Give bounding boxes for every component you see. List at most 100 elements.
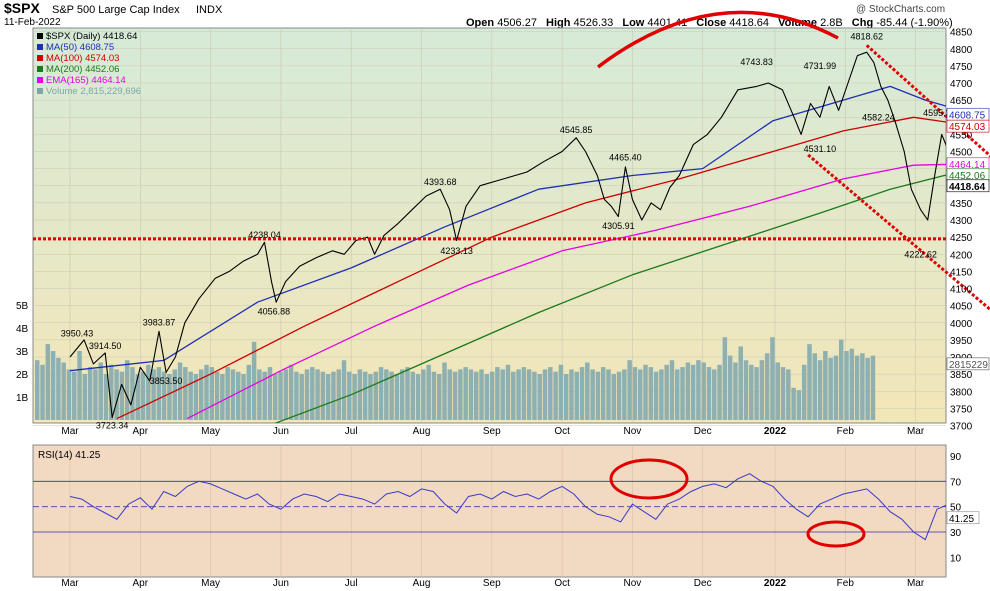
volume-bar [61, 362, 66, 420]
rsi-lines [69, 473, 946, 541]
volume-bar [542, 369, 548, 420]
volume-bar [183, 367, 188, 420]
volume-bar [119, 371, 125, 420]
volume-bar [40, 364, 45, 420]
price-label: 3914.50 [89, 341, 122, 351]
volume-bar [209, 367, 215, 420]
volume-bar [405, 367, 410, 420]
price-y-axis: 4850480047504700465046004550450044504400… [950, 28, 973, 433]
volume-bar [288, 364, 294, 420]
volume-bars [35, 337, 876, 420]
price-label: 3723.34 [96, 421, 129, 431]
y-tick-label: 3800 [950, 387, 973, 398]
volume-bar [146, 364, 151, 420]
volume-bar [130, 367, 135, 420]
price-label: 4743.83 [740, 57, 773, 67]
volume-bar [558, 364, 564, 420]
ma200-line [274, 174, 946, 423]
y-tick-label: 4250 [950, 233, 973, 244]
exchange: INDX [196, 4, 223, 16]
volume-bar [124, 360, 130, 420]
price-label: 4222.62 [904, 250, 937, 260]
volume-bar [606, 369, 611, 420]
volume-bar [680, 367, 685, 420]
volume-bar [177, 362, 183, 420]
rsi-value-box [946, 511, 980, 525]
x-tick-label: Jun [273, 426, 289, 437]
volume-bar [479, 369, 484, 420]
price-label: 4056.88 [258, 306, 291, 316]
y-tick-label: 4000 [950, 319, 973, 330]
rsi-x-tick-label: Aug [413, 578, 431, 589]
volume-bar [828, 357, 833, 420]
volume-bar [341, 360, 347, 420]
volume-bar [299, 374, 304, 420]
value-tag: 4464.14 [949, 160, 986, 171]
price-lines [69, 51, 946, 423]
volume-bar [283, 369, 289, 420]
volume-bar [844, 351, 849, 420]
volume-bar [458, 369, 463, 420]
volume-bar [278, 371, 283, 420]
volume-bar [548, 367, 553, 420]
volume-bar [262, 371, 267, 420]
volume-bar [632, 367, 638, 420]
volume-bar [532, 371, 537, 420]
rsi-x-tick-label: Apr [133, 578, 149, 589]
volume-bar [622, 369, 627, 420]
y-tick-label: 3750 [950, 404, 973, 415]
volume-bar [775, 362, 780, 420]
oversold-ellipse [806, 520, 866, 548]
volume-bar [860, 353, 865, 420]
volume-bar [786, 369, 791, 420]
volume-bar [172, 369, 178, 420]
y-tick-label: 4050 [950, 302, 973, 313]
volume-bar [204, 364, 209, 420]
price-label: 4465.40 [609, 152, 642, 162]
volume-bar [336, 369, 341, 420]
volume-bar [109, 364, 114, 420]
volume-bar [553, 371, 558, 420]
volume-bar [384, 369, 389, 420]
ema165-line [186, 163, 946, 420]
volume-bar [35, 360, 40, 420]
volume-bar [574, 371, 579, 420]
value-tag-box [946, 357, 990, 371]
volume-bar [812, 353, 818, 420]
volume-bar [511, 371, 516, 420]
price-label: 3853.50 [150, 376, 183, 386]
x-tick-label: Nov [624, 426, 642, 437]
rsi-annotations [609, 458, 866, 548]
rsi-x-axis: Mar Apr May Jun Jul Aug Sep Oct Nov Dec 2022 Feb Mar [61, 578, 924, 589]
x-tick-label: 2022 [764, 426, 787, 437]
x-tick-label: May [201, 426, 220, 437]
price-label: 3950.43 [61, 329, 94, 339]
volume-bar [331, 371, 336, 420]
price-labels: 3950.43 3914.50 3723.34 3983.87 3853.50 4238.… [61, 31, 956, 430]
price-label: 4531.10 [804, 144, 837, 154]
ma100-line [116, 116, 946, 420]
price-label: 4582.24 [862, 112, 895, 122]
price-label: 4393.68 [424, 177, 457, 187]
overbought-ellipse [609, 458, 689, 500]
rsi-tick-label: 30 [950, 528, 962, 539]
volume-bar [854, 355, 860, 420]
volume-bar [796, 390, 802, 420]
volume-bar [362, 371, 368, 420]
volume-bar [791, 387, 796, 420]
volume-bar [82, 374, 88, 420]
volume-bar [114, 369, 119, 420]
volume-bar [749, 364, 754, 420]
volume-bar [627, 360, 632, 420]
volume-bar [273, 374, 278, 420]
rsi-x-tick-label: Nov [624, 578, 642, 589]
index-name: S&P 500 Large Cap Index [52, 4, 180, 16]
rsi-x-tick-label: May [201, 578, 220, 589]
volume-bar [733, 362, 738, 420]
y-tick-label: 3700 [950, 422, 973, 433]
x-tick-label: Mar [907, 426, 925, 437]
volume-bar [659, 369, 664, 420]
volume-tick-label: 2B [16, 370, 29, 381]
volume-bar [103, 374, 109, 420]
